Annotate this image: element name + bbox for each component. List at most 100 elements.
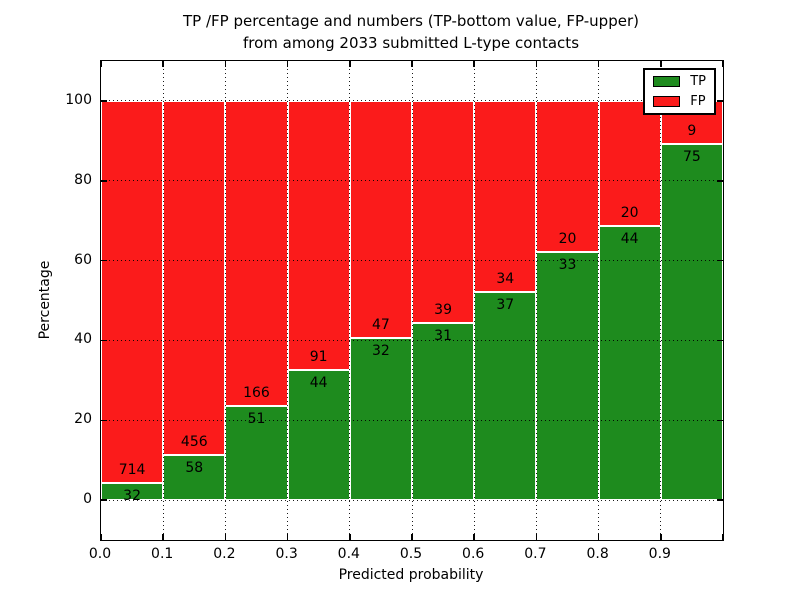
- x-tick-label: 0.7: [524, 546, 547, 562]
- bar-count-label-tp: 31: [434, 328, 452, 345]
- tick-mark-y-right: [717, 259, 723, 262]
- bar-count-label-tp: 32: [123, 487, 141, 504]
- bar-count-label-fp: 39: [434, 302, 452, 319]
- gridline-vertical: [224, 61, 226, 540]
- x-tick-label: 0.8: [586, 546, 609, 562]
- bar-count-label-tp: 44: [309, 374, 328, 391]
- gridline-vertical: [473, 61, 475, 540]
- tick-mark-x-bottom: [597, 534, 600, 540]
- bar-segment-tp: [349, 338, 412, 501]
- bar-count-label-tp: 44: [620, 230, 639, 247]
- x-tick-label: 0.6: [462, 546, 485, 562]
- legend-item-fp: FP: [653, 95, 706, 108]
- tick-mark-x-top: [660, 61, 662, 67]
- x-tick-label: 0.5: [399, 546, 423, 562]
- tick-mark-x-bottom: [535, 534, 538, 540]
- bar-segment-tp: [536, 251, 599, 501]
- gridline-vertical: [162, 61, 164, 540]
- tick-mark-x-bottom: [473, 534, 475, 540]
- bar-segment-fp: [163, 100, 226, 456]
- x-tick-label: 0.9: [648, 546, 671, 562]
- bar-segment-fp: [101, 100, 164, 483]
- tick-mark-x-top: [100, 61, 102, 67]
- legend-label-fp: FP: [690, 94, 706, 109]
- tick-mark-y-right: [717, 180, 723, 182]
- plot-area: TP FP 714 32 456 58 166 51 91 44 47 32 39 31 34 37 20 3…: [100, 60, 724, 541]
- bar-count-label-tp: 37: [496, 297, 515, 314]
- bar-segment-fp: [412, 100, 475, 324]
- bar-count-label-fp: 9: [687, 122, 697, 139]
- bar-segment-fp: [287, 100, 350, 370]
- y-tick-label: 80: [74, 171, 92, 188]
- bar-count-label-tp: 51: [247, 411, 266, 428]
- x-tick-label: 0.4: [337, 546, 360, 562]
- tick-mark-x-top: [411, 61, 413, 67]
- x-tick-label: 0.0: [88, 546, 112, 562]
- bar-count-label-fp: 714: [118, 461, 146, 478]
- tick-mark-y-right: [717, 339, 723, 342]
- bar-segment-fp: [349, 100, 412, 339]
- gridline-vertical: [535, 61, 537, 540]
- gridline-vertical: [349, 61, 351, 540]
- tick-mark-x-bottom: [286, 534, 289, 540]
- legend-item-tp: TP: [653, 75, 706, 88]
- x-tick-label: 0.3: [275, 546, 298, 562]
- bar-count-label-tp: 32: [371, 343, 390, 360]
- x-tick-label: 0.2: [213, 546, 236, 562]
- tick-mark-y-left: [101, 259, 107, 262]
- tick-mark-y-left: [101, 100, 107, 102]
- bar-count-label-tp: 58: [185, 460, 204, 477]
- y-axis-label: Percentage: [37, 260, 53, 340]
- chart-title-line1: TP /FP percentage and numbers (TP-bottom…: [183, 12, 639, 30]
- tick-mark-x-top: [597, 61, 600, 67]
- bar-count-label-fp: 34: [496, 271, 515, 288]
- tick-mark-y-left: [101, 419, 107, 421]
- tick-mark-x-top: [349, 61, 351, 67]
- bar-count-label-fp: 20: [558, 230, 577, 247]
- bar-count-label-fp: 456: [180, 434, 208, 451]
- bar-segment-tp: [598, 225, 661, 501]
- tick-mark-y-left: [101, 180, 107, 182]
- legend-swatch-tp-icon: [653, 76, 681, 87]
- tick-mark-x-bottom: [411, 534, 413, 540]
- bar-segment-tp: [287, 369, 350, 501]
- bar-segment-fp: [225, 100, 288, 407]
- tick-mark-x-top: [224, 61, 227, 67]
- bar-segment-fp: [536, 100, 599, 252]
- y-tick-label: 100: [65, 91, 92, 108]
- y-tick-label: 40: [74, 331, 92, 348]
- tick-mark-x-top: [722, 61, 724, 67]
- bar-count-label-fp: 20: [620, 204, 639, 221]
- bar-segment-tp: [101, 482, 164, 501]
- legend-swatch-fp-icon: [653, 96, 681, 107]
- tick-mark-x-bottom: [349, 534, 351, 540]
- tick-mark-x-bottom: [722, 534, 724, 540]
- tick-mark-x-top: [162, 61, 164, 67]
- bar-segment-tp: [660, 143, 723, 501]
- bar-count-label-tp: 33: [558, 256, 577, 273]
- tick-mark-y-right: [717, 100, 723, 102]
- x-tick-label: 0.1: [151, 546, 174, 562]
- tick-mark-x-bottom: [224, 534, 227, 540]
- bar-segment-tp: [412, 323, 475, 501]
- x-axis-label: Predicted probability: [338, 567, 484, 583]
- tick-mark-x-top: [286, 61, 289, 67]
- tick-mark-y-left: [101, 339, 107, 342]
- y-tick-label: 60: [74, 251, 92, 268]
- tick-mark-x-top: [473, 61, 475, 67]
- legend-label-tp: TP: [690, 74, 706, 89]
- bar-count-label-fp: 166: [243, 385, 270, 402]
- bar-count-label-tp: 75: [682, 148, 701, 165]
- bar-count-label-fp: 47: [371, 317, 390, 334]
- bar-segment-fp: [474, 100, 537, 293]
- tick-mark-x-bottom: [100, 534, 102, 540]
- tick-mark-x-top: [535, 61, 538, 67]
- legend: TP FP: [643, 68, 716, 115]
- gridline-vertical: [660, 61, 662, 540]
- tick-mark-x-bottom: [162, 534, 164, 540]
- tick-mark-y-right: [717, 419, 723, 421]
- chart-title-line2: from among 2033 submitted L-type contact…: [242, 34, 580, 52]
- tick-mark-y-right: [717, 499, 723, 501]
- gridline-vertical: [598, 61, 600, 540]
